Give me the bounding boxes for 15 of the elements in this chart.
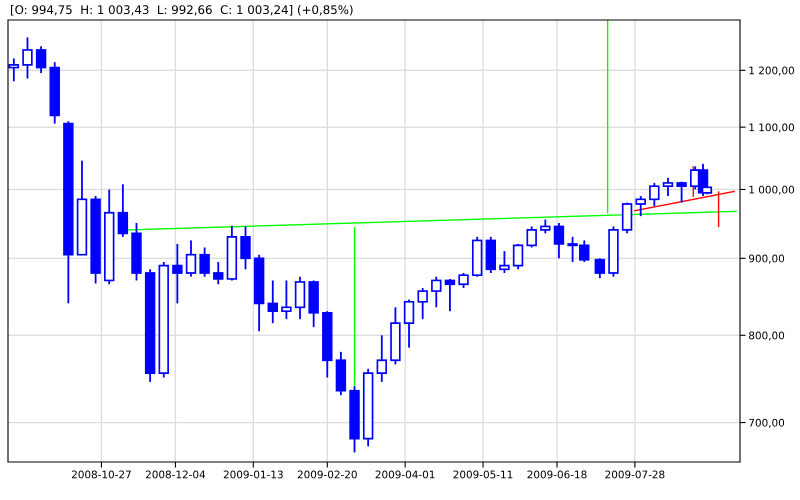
x-tick-label: 2009-02-20 <box>298 470 357 478</box>
y-tick-label: 1 200,00 <box>749 66 794 76</box>
y-tick-label: 700,00 <box>749 418 784 428</box>
y-tick-label: 1 000,00 <box>749 186 794 195</box>
y-tick-label: 900,00 <box>748 254 784 264</box>
x-tick-label: 2009-05-11 <box>454 470 512 478</box>
x-tick-label: 2009-01-13 <box>224 470 283 478</box>
y-tick-label: 1 100,00 <box>749 123 794 132</box>
x-tick-label: 2009-07-28 <box>605 470 664 478</box>
y-tick-label: 800,00 <box>749 332 784 340</box>
x-tick-label: 2009-06-18 <box>527 470 587 478</box>
chart-title: [O: 994,75 H: 1 003,43 L: 992,66 C: 1 003,24] (+0,85%) <box>11 5 353 16</box>
x-tick-label: 2008-10-27 <box>72 470 131 478</box>
x-tick-label: 2009-04-01 <box>376 470 434 478</box>
x-tick-label: 2008-12-04 <box>146 470 206 478</box>
